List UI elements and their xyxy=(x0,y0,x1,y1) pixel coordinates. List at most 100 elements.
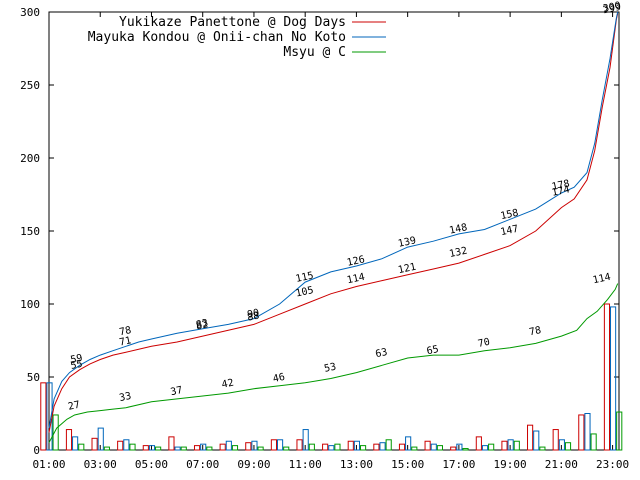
series-line xyxy=(48,13,619,433)
data-label: 83 xyxy=(195,318,209,331)
y-tick-label: 100 xyxy=(20,298,40,311)
data-label: 37 xyxy=(170,385,184,398)
data-label: 178 xyxy=(551,178,571,193)
hourly-bar xyxy=(481,445,489,451)
hourly-bar xyxy=(405,436,412,451)
data-label: 33 xyxy=(118,391,132,404)
data-label: 126 xyxy=(346,254,366,269)
hourly-bar xyxy=(231,445,239,451)
hourly-bar xyxy=(456,443,463,451)
data-label: 42 xyxy=(221,378,235,391)
hourly-bar xyxy=(411,446,418,451)
data-label: 55 xyxy=(70,359,84,372)
hourly-bar xyxy=(225,440,232,451)
x-tick-label: 17:00 xyxy=(442,458,475,471)
x-tick-label: 21:00 xyxy=(545,458,578,471)
data-label: 105 xyxy=(295,285,315,300)
hourly-bar xyxy=(97,427,104,451)
hourly-bar xyxy=(123,439,130,451)
data-label: 147 xyxy=(500,224,520,239)
hourly-bar xyxy=(373,443,380,451)
hourly-bar xyxy=(564,442,572,451)
y-tick-label: 200 xyxy=(20,152,40,165)
hourly-bar xyxy=(590,433,597,451)
hourly-bar xyxy=(245,442,252,451)
hourly-bar xyxy=(40,382,47,451)
data-label: 121 xyxy=(397,262,417,277)
point-labels: 59 71 82 88 105 114 121 132 147 174 299 55 78 83 90 115… xyxy=(67,0,622,412)
hourly-bar xyxy=(219,443,226,451)
hourly-bar xyxy=(65,429,73,451)
hourly-bar xyxy=(174,446,181,451)
hourly-bar xyxy=(206,446,213,451)
hourly-bar xyxy=(193,445,201,451)
hourly-bar xyxy=(424,440,431,451)
series-line xyxy=(48,11,619,429)
hourly-bar xyxy=(578,414,585,451)
hourly-bar xyxy=(462,448,469,451)
data-label: 299 xyxy=(602,2,622,17)
hourly-bar xyxy=(385,439,392,451)
hourly-bar xyxy=(72,436,79,451)
data-label: 78 xyxy=(118,325,132,338)
data-label: 53 xyxy=(323,362,337,375)
data-label: 88 xyxy=(246,310,260,323)
data-label: 300 xyxy=(602,0,622,15)
data-label: 132 xyxy=(448,246,468,261)
hourly-bar xyxy=(533,430,540,451)
y-tick-label: 300 xyxy=(20,6,40,19)
hourly-bar xyxy=(103,446,110,451)
y-tick-label: 250 xyxy=(20,79,40,92)
data-label: 174 xyxy=(551,184,571,199)
data-label: 139 xyxy=(397,235,417,250)
hourly-bar xyxy=(142,445,149,451)
hourly-bar xyxy=(308,443,315,451)
data-label: 148 xyxy=(448,222,468,237)
y-tick-label: 0 xyxy=(33,444,40,457)
hourly-bar xyxy=(558,439,565,451)
hourly-bar xyxy=(513,440,520,451)
hourly-bar xyxy=(302,429,309,451)
data-label: 90 xyxy=(246,308,260,321)
data-label: 46 xyxy=(272,372,286,385)
data-label: 27 xyxy=(67,400,81,413)
hourly-bar xyxy=(539,446,546,451)
hourly-bar xyxy=(507,439,514,451)
hourly-bar xyxy=(257,446,264,451)
hourly-bar xyxy=(129,443,136,451)
legend-label: Mayuka Kondou @ Onii-chan No Koto xyxy=(88,30,346,45)
hourly-bar xyxy=(52,414,59,451)
hourly-bar xyxy=(276,439,284,451)
hourly-bar xyxy=(616,411,623,451)
hourly-bar xyxy=(91,437,98,451)
x-tick-label: 23:00 xyxy=(596,458,629,471)
hourly-bar xyxy=(379,442,386,451)
hourly-bar xyxy=(328,445,335,451)
data-label: 82 xyxy=(195,319,209,332)
y-tick-label: 150 xyxy=(20,225,40,238)
x-tick-label: 19:00 xyxy=(494,458,527,471)
hourly-bar xyxy=(78,443,85,451)
legend-label: Yukikaze Panettone @ Dog Days xyxy=(119,15,346,30)
hourly-bar xyxy=(322,443,329,451)
hourly-bar xyxy=(155,446,162,451)
hourly-bar xyxy=(610,306,617,451)
hourly-bar xyxy=(430,443,437,451)
hourly-bar xyxy=(475,436,482,451)
data-label: 63 xyxy=(374,347,388,360)
chart-axes: 0 50 100 150 200 250 300 01:00 03:00 05:00 07:00 09… xyxy=(20,6,629,471)
x-tick-label: 05:00 xyxy=(135,458,168,471)
data-label: 158 xyxy=(500,208,520,223)
hourly-bar xyxy=(200,443,207,451)
hourly-bar xyxy=(359,445,367,451)
x-tick-label: 01:00 xyxy=(32,458,65,471)
hourly-bar xyxy=(603,303,611,451)
x-tick-label: 03:00 xyxy=(84,458,117,471)
hourly-bar xyxy=(501,440,508,451)
hourly-bar xyxy=(488,443,495,451)
data-label: 115 xyxy=(295,270,315,285)
hourly-bar xyxy=(296,439,303,451)
series-line xyxy=(48,283,619,443)
